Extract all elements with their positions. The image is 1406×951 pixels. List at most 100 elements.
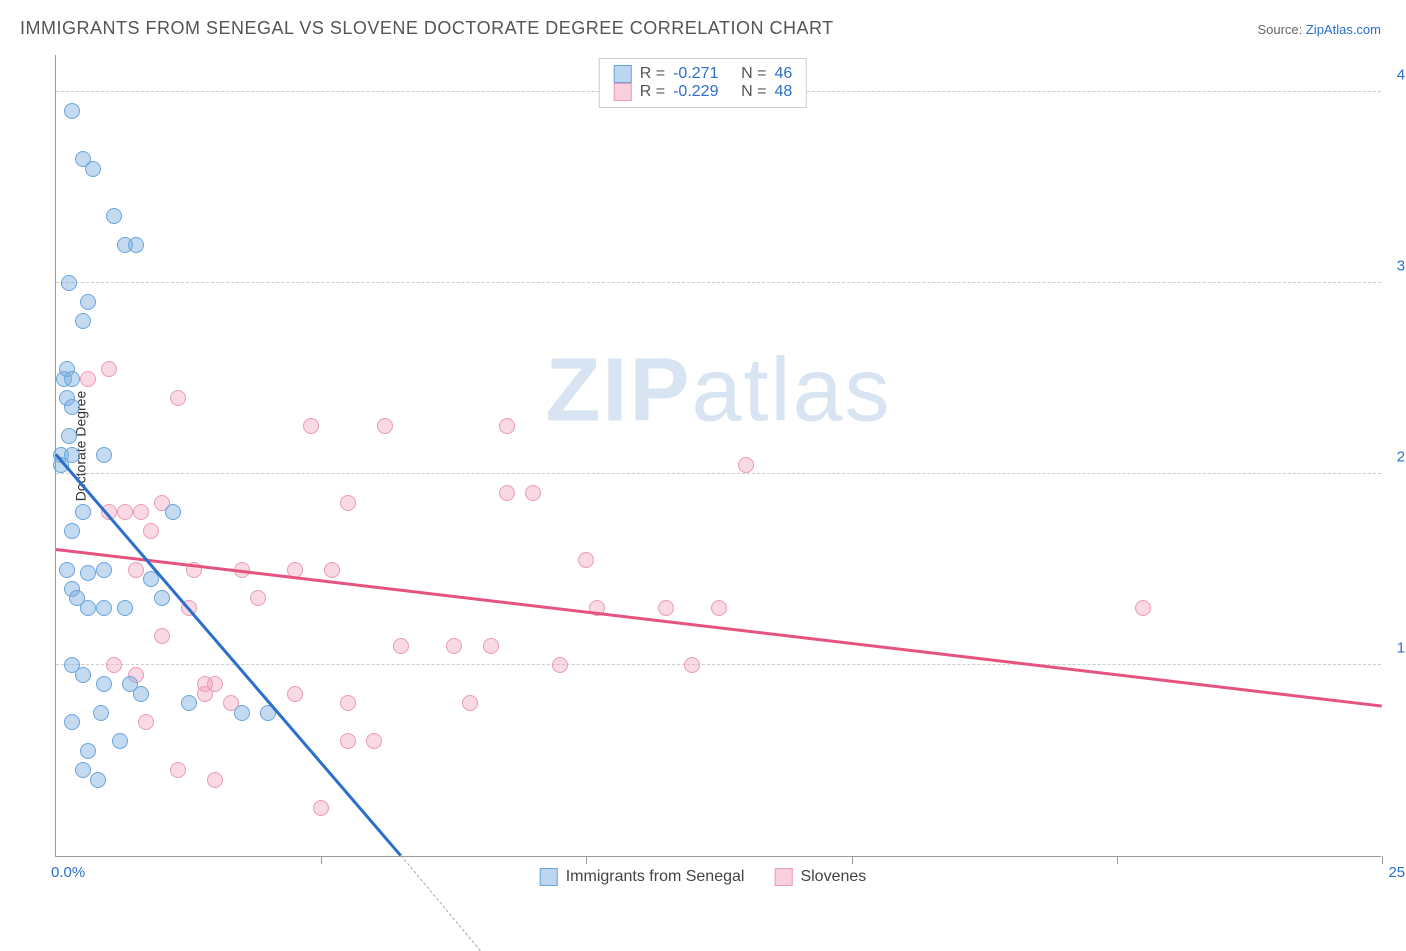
data-point-slovenes [499, 418, 515, 434]
y-tick-label: 4.0% [1397, 67, 1406, 84]
data-point-senegal [106, 208, 122, 224]
data-point-slovenes [578, 552, 594, 568]
data-point-senegal [181, 695, 197, 711]
data-point-slovenes [738, 457, 754, 473]
data-point-senegal [61, 428, 77, 444]
data-point-slovenes [128, 562, 144, 578]
data-point-senegal [75, 762, 91, 778]
data-point-slovenes [366, 733, 382, 749]
x-tick [852, 856, 853, 864]
data-point-senegal [112, 733, 128, 749]
data-point-slovenes [393, 638, 409, 654]
n-value: 46 [774, 65, 792, 83]
data-point-slovenes [658, 600, 674, 616]
gridline [56, 282, 1381, 283]
n-label: N = [741, 83, 766, 101]
r-value: -0.271 [673, 65, 733, 83]
data-point-senegal [59, 562, 75, 578]
swatch-pink-icon [774, 868, 792, 886]
data-point-slovenes [340, 733, 356, 749]
data-point-slovenes [462, 695, 478, 711]
data-point-senegal [64, 371, 80, 387]
data-point-senegal [64, 103, 80, 119]
data-point-slovenes [197, 686, 213, 702]
legend-label: Slovenes [800, 868, 866, 886]
data-point-slovenes [303, 418, 319, 434]
data-point-slovenes [170, 390, 186, 406]
data-point-slovenes [143, 523, 159, 539]
swatch-blue-icon [540, 868, 558, 886]
data-point-slovenes [711, 600, 727, 616]
legend-row-1: R = -0.271 N = 46 [614, 65, 792, 83]
data-point-slovenes [106, 657, 122, 673]
r-label: R = [640, 83, 665, 101]
trend-line-senegal [55, 453, 402, 856]
data-point-senegal [75, 313, 91, 329]
data-point-senegal [117, 600, 133, 616]
x-tick [1117, 856, 1118, 864]
data-point-senegal [96, 676, 112, 692]
data-point-senegal [96, 562, 112, 578]
data-point-senegal [133, 686, 149, 702]
data-point-slovenes [483, 638, 499, 654]
legend-row-2: R = -0.229 N = 48 [614, 83, 792, 101]
chart-title: IMMIGRANTS FROM SENEGAL VS SLOVENE DOCTO… [20, 18, 834, 39]
swatch-blue-icon [614, 65, 632, 83]
legend-series: Immigrants from Senegal Slovenes [540, 868, 867, 886]
data-point-slovenes [133, 504, 149, 520]
x-tick-label: 0.0% [51, 864, 85, 881]
x-tick-label: 25.0% [1388, 864, 1406, 881]
legend-item-slovenes: Slovenes [774, 868, 866, 886]
data-point-slovenes [340, 495, 356, 511]
data-point-slovenes [552, 657, 568, 673]
data-point-slovenes [313, 800, 329, 816]
data-point-slovenes [684, 657, 700, 673]
data-point-slovenes [377, 418, 393, 434]
r-label: R = [640, 65, 665, 83]
y-tick-label: 1.0% [1397, 640, 1406, 657]
legend-label: Immigrants from Senegal [566, 868, 745, 886]
data-point-senegal [85, 161, 101, 177]
source-attribution: Source: ZipAtlas.com [1257, 22, 1381, 37]
gridline [56, 473, 1381, 474]
data-point-senegal [90, 772, 106, 788]
data-point-slovenes [446, 638, 462, 654]
source-link[interactable]: ZipAtlas.com [1306, 22, 1381, 37]
data-point-senegal [80, 294, 96, 310]
y-tick-label: 2.0% [1397, 449, 1406, 466]
data-point-slovenes [101, 361, 117, 377]
data-point-senegal [64, 714, 80, 730]
data-point-senegal [64, 523, 80, 539]
gridline [56, 664, 1381, 665]
source-label: Source: [1257, 22, 1305, 37]
plot-area: ZIPatlas 1.0%2.0%3.0%4.0%0.0%25.0% [55, 55, 1381, 857]
n-value: 48 [774, 83, 792, 101]
data-point-slovenes [170, 762, 186, 778]
data-point-senegal [128, 237, 144, 253]
data-point-slovenes [117, 504, 133, 520]
trend-line-senegal-extrapolated [400, 855, 480, 951]
data-point-slovenes [250, 590, 266, 606]
data-point-senegal [75, 504, 91, 520]
data-point-senegal [80, 600, 96, 616]
data-point-senegal [75, 667, 91, 683]
data-point-slovenes [324, 562, 340, 578]
legend-item-senegal: Immigrants from Senegal [540, 868, 745, 886]
data-point-senegal [93, 705, 109, 721]
swatch-pink-icon [614, 83, 632, 101]
data-point-slovenes [340, 695, 356, 711]
data-point-senegal [154, 590, 170, 606]
data-point-slovenes [207, 772, 223, 788]
data-point-senegal [80, 743, 96, 759]
data-point-senegal [165, 504, 181, 520]
y-tick-label: 3.0% [1397, 258, 1406, 275]
data-point-slovenes [287, 686, 303, 702]
legend-correlation: R = -0.271 N = 46 R = -0.229 N = 48 [599, 58, 807, 108]
x-tick [321, 856, 322, 864]
data-point-slovenes [499, 485, 515, 501]
data-point-senegal [61, 275, 77, 291]
x-tick [586, 856, 587, 864]
r-value: -0.229 [673, 83, 733, 101]
n-label: N = [741, 65, 766, 83]
data-point-slovenes [1135, 600, 1151, 616]
